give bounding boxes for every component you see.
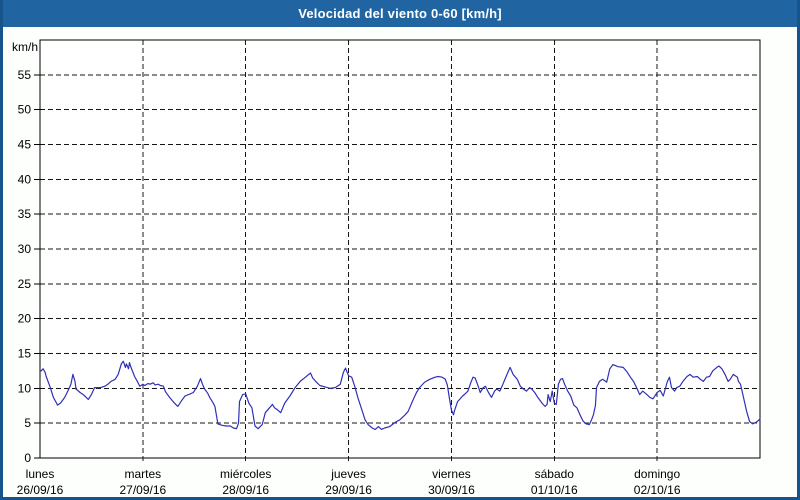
y-tick-label: 0 (24, 451, 31, 465)
x-date-label: 01/10/16 (531, 483, 578, 497)
title-bar: Velocidad del viento 0-60 [km/h] (3, 0, 797, 27)
y-tick-label: 25 (18, 277, 32, 291)
y-tick-label: 15 (18, 347, 32, 361)
x-day-label: domingo (634, 467, 680, 481)
x-date-label: 30/09/16 (428, 483, 475, 497)
x-day-label: jueves (330, 467, 366, 481)
y-axis-unit-label: km/h (12, 40, 38, 54)
y-tick-label: 40 (18, 172, 32, 186)
wind-speed-chart: 0 5 10 15 20 25 30 35 40 45 50 55 km/h lunes 26/09/16 m… (3, 27, 797, 497)
x-day-label: miércoles (220, 467, 271, 481)
x-date-label: 02/10/16 (634, 483, 681, 497)
y-tick-label: 55 (18, 68, 32, 82)
y-tick-label: 50 (18, 103, 32, 117)
x-day-label: martes (125, 467, 162, 481)
chart-title: Velocidad del viento 0-60 [km/h] (298, 6, 502, 21)
y-tick-label: 35 (18, 207, 32, 221)
x-day-label: lunes (26, 467, 55, 481)
y-tick-label: 10 (18, 381, 32, 395)
y-tick-label: 45 (18, 138, 32, 152)
x-date-label: 29/09/16 (325, 483, 372, 497)
x-day-label: sábado (535, 467, 575, 481)
y-tick-label: 30 (18, 242, 32, 256)
y-tick-label: 5 (24, 416, 31, 430)
x-date-label: 28/09/16 (222, 483, 269, 497)
y-tick-label: 20 (18, 312, 32, 326)
wind-speed-plot: 0 5 10 15 20 25 30 35 40 45 50 55 km/h lunes 26/09/16 m… (12, 39, 761, 497)
x-day-label: viernes (432, 467, 471, 481)
x-date-label: 26/09/16 (17, 483, 64, 497)
wind-speed-line (40, 360, 761, 430)
x-date-label: 27/09/16 (119, 483, 166, 497)
